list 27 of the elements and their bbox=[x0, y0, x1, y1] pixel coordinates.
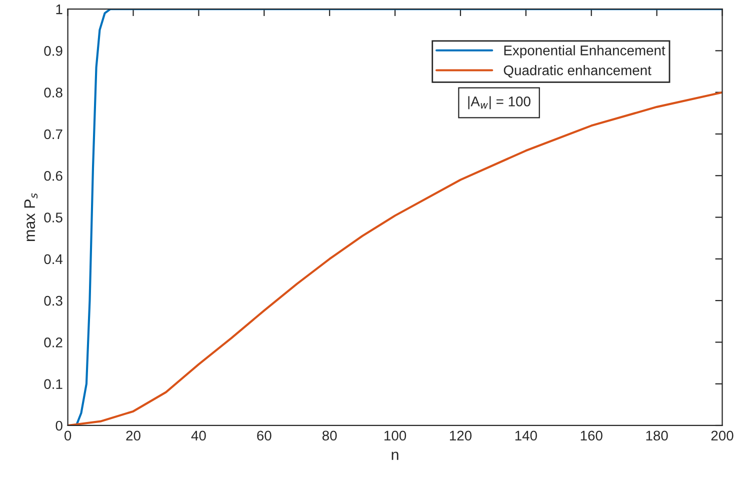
x-axis-title: n bbox=[392, 452, 398, 460]
y-tick-label: 0 bbox=[56, 420, 62, 431]
y-tick-label: 0.2 bbox=[44, 338, 62, 348]
x-tick-label: 40 bbox=[191, 430, 206, 441]
x-tick-label: 180 bbox=[646, 430, 668, 441]
x-tick-label: 200 bbox=[711, 430, 734, 441]
x-tick-label: 100 bbox=[384, 430, 406, 441]
x-tick-label: 140 bbox=[515, 430, 537, 441]
y-axis-title: max P$_{s}$ bbox=[24, 193, 38, 242]
legend-label: Quadratic enhancement bbox=[504, 65, 652, 78]
y-tick-label: 0.5 bbox=[44, 212, 62, 222]
y-tick-label: 0.4 bbox=[44, 254, 63, 264]
y-tick-label: 0.8 bbox=[44, 88, 62, 98]
y-tick-label: 1 bbox=[56, 4, 62, 14]
legend-label: Exponential Enhancement bbox=[504, 45, 666, 58]
annotation: |A$_{w}$| = 100 bbox=[468, 96, 530, 110]
x-tick-label: 120 bbox=[450, 430, 472, 441]
x-tick-label: 0 bbox=[64, 430, 72, 441]
x-tick-label: 80 bbox=[322, 430, 337, 441]
x-tick-label: 160 bbox=[580, 430, 602, 441]
y-tick-label: 0.9 bbox=[44, 46, 62, 56]
y-tick-label: 0.7 bbox=[44, 129, 62, 140]
x-tick-label: 60 bbox=[257, 430, 272, 441]
y-tick-label: 0.3 bbox=[44, 296, 62, 306]
x-tick-label: 20 bbox=[126, 430, 140, 441]
y-tick-label: 0.1 bbox=[44, 379, 62, 390]
y-tick-label: 0.6 bbox=[44, 170, 62, 181]
